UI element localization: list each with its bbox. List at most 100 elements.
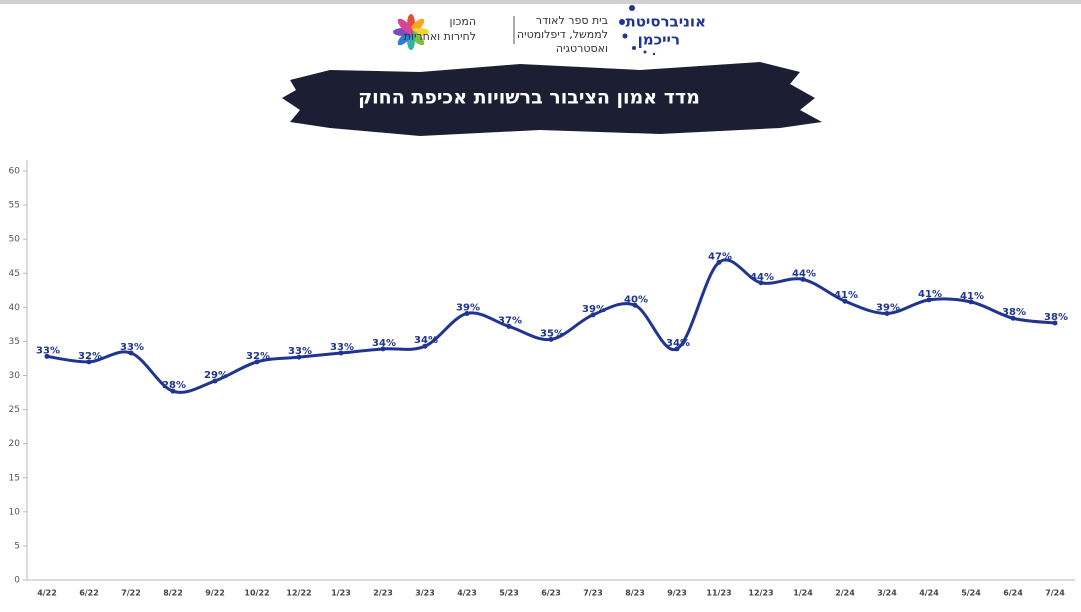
- x-tick-label: 9/23: [667, 589, 687, 598]
- data-label: 41%: [960, 291, 984, 302]
- university-text: רייכמן: [638, 31, 680, 49]
- point: [422, 343, 428, 349]
- x-tick-label: 7/22: [121, 589, 141, 598]
- data-label: 37%: [498, 315, 522, 326]
- data-label: 41%: [834, 290, 858, 301]
- point: [464, 310, 470, 316]
- point: [800, 276, 806, 282]
- school-text: בית ספר לאודר: [536, 14, 608, 27]
- point: [674, 346, 680, 352]
- point: [296, 354, 302, 360]
- point: [842, 298, 848, 304]
- data-label: 34%: [666, 338, 690, 349]
- x-tick-label: 2/23: [373, 589, 393, 598]
- point: [968, 299, 974, 305]
- data-label: 33%: [330, 342, 354, 353]
- x-tick-label: 8/22: [163, 589, 183, 598]
- y-tick-label: 40: [9, 303, 21, 313]
- point: [884, 310, 890, 316]
- point: [128, 350, 134, 356]
- data-label: 33%: [36, 345, 60, 356]
- x-tick-label: 5/24: [961, 589, 981, 598]
- x-tick-label: 6/23: [541, 589, 561, 598]
- data-label: 39%: [876, 302, 900, 313]
- data-label: 32%: [78, 351, 102, 362]
- y-tick-label: 0: [14, 576, 20, 586]
- data-label: 28%: [162, 380, 186, 391]
- y-tick-label: 30: [9, 371, 21, 381]
- line: [46, 258, 1056, 394]
- x-tick-label: 6/24: [1003, 589, 1023, 598]
- x-tick-label: 1/24: [793, 589, 813, 598]
- point: [44, 353, 50, 359]
- y-tick-label: 25: [9, 405, 20, 415]
- data-label: 44%: [750, 272, 774, 283]
- logo-stars: [619, 5, 656, 56]
- y-tick-label: 20: [9, 439, 21, 449]
- y-tick-label: 5: [14, 541, 20, 551]
- x-tick-label: 3/23: [415, 589, 435, 598]
- point: [212, 378, 218, 384]
- point: [170, 388, 176, 394]
- y-tick-label: 10: [9, 507, 21, 517]
- data-label: 40%: [624, 294, 648, 305]
- data-label: 39%: [456, 302, 480, 313]
- data-label: 34%: [372, 338, 396, 349]
- point: [506, 323, 512, 329]
- x-tick-label: 5/23: [499, 589, 519, 598]
- x-tick-label: 3/24: [877, 589, 897, 598]
- x-tick-label: 7/24: [1045, 589, 1065, 598]
- x-tick-label: 4/22: [37, 589, 57, 598]
- x-tick-label: 7/23: [583, 589, 603, 598]
- point: [590, 312, 596, 318]
- data-label: 29%: [204, 370, 228, 381]
- x-tick-label: 11/23: [706, 589, 731, 598]
- data-label: 39%: [582, 304, 606, 315]
- y-tick-label: 55: [9, 201, 20, 211]
- point: [380, 346, 386, 352]
- point: [758, 280, 764, 286]
- y-tick-label: 45: [9, 269, 20, 279]
- x-tick-label: 2/24: [835, 589, 855, 598]
- x-tick-label: 10/22: [244, 589, 269, 598]
- y-tick-label: 60: [9, 167, 21, 177]
- point: [1052, 320, 1058, 326]
- title-banner: [282, 62, 822, 136]
- school-text: לממשל, דיפלומטיה: [517, 28, 608, 41]
- data-label: 32%: [246, 351, 270, 362]
- point: [716, 259, 722, 265]
- data-label: 38%: [1044, 312, 1068, 323]
- institute-text: לחירות ואחריות: [404, 30, 476, 43]
- y-tick-label: 35: [9, 337, 20, 347]
- x-tick-label: 1/23: [331, 589, 351, 598]
- y-tick-label: 15: [9, 473, 20, 483]
- x-tick-label: 12/23: [748, 589, 773, 598]
- x-tick-label: 8/23: [625, 589, 645, 598]
- x-tick-label: 12/22: [286, 589, 311, 598]
- chart-title: מדד אמון הציבור ברשויות אכיפת החוק: [358, 87, 700, 109]
- data-label: 44%: [792, 268, 816, 279]
- point: [1010, 315, 1016, 321]
- x-tick-label: 4/23: [457, 589, 477, 598]
- point: [632, 302, 638, 308]
- x-tick-label: 4/24: [919, 589, 939, 598]
- point: [926, 297, 932, 303]
- institute-text: המכון: [450, 15, 476, 28]
- x-tick-label: 6/22: [79, 589, 99, 598]
- school-text: ואסטרטגיה: [556, 42, 608, 55]
- data-label: 34%: [414, 335, 438, 346]
- logo-flower: [393, 14, 429, 50]
- point: [548, 336, 554, 342]
- university-text: אוניברסיטת: [625, 13, 706, 31]
- data-label: 33%: [120, 342, 144, 353]
- data-label: 41%: [918, 289, 942, 300]
- y-tick-label: 50: [9, 235, 21, 245]
- point: [86, 359, 92, 365]
- top-bar: [0, 0, 1081, 4]
- point: [254, 359, 260, 365]
- x-tick-label: 9/22: [205, 589, 225, 598]
- data-label: 35%: [540, 328, 564, 339]
- data-label: 47%: [708, 251, 732, 262]
- data-label: 38%: [1002, 307, 1026, 318]
